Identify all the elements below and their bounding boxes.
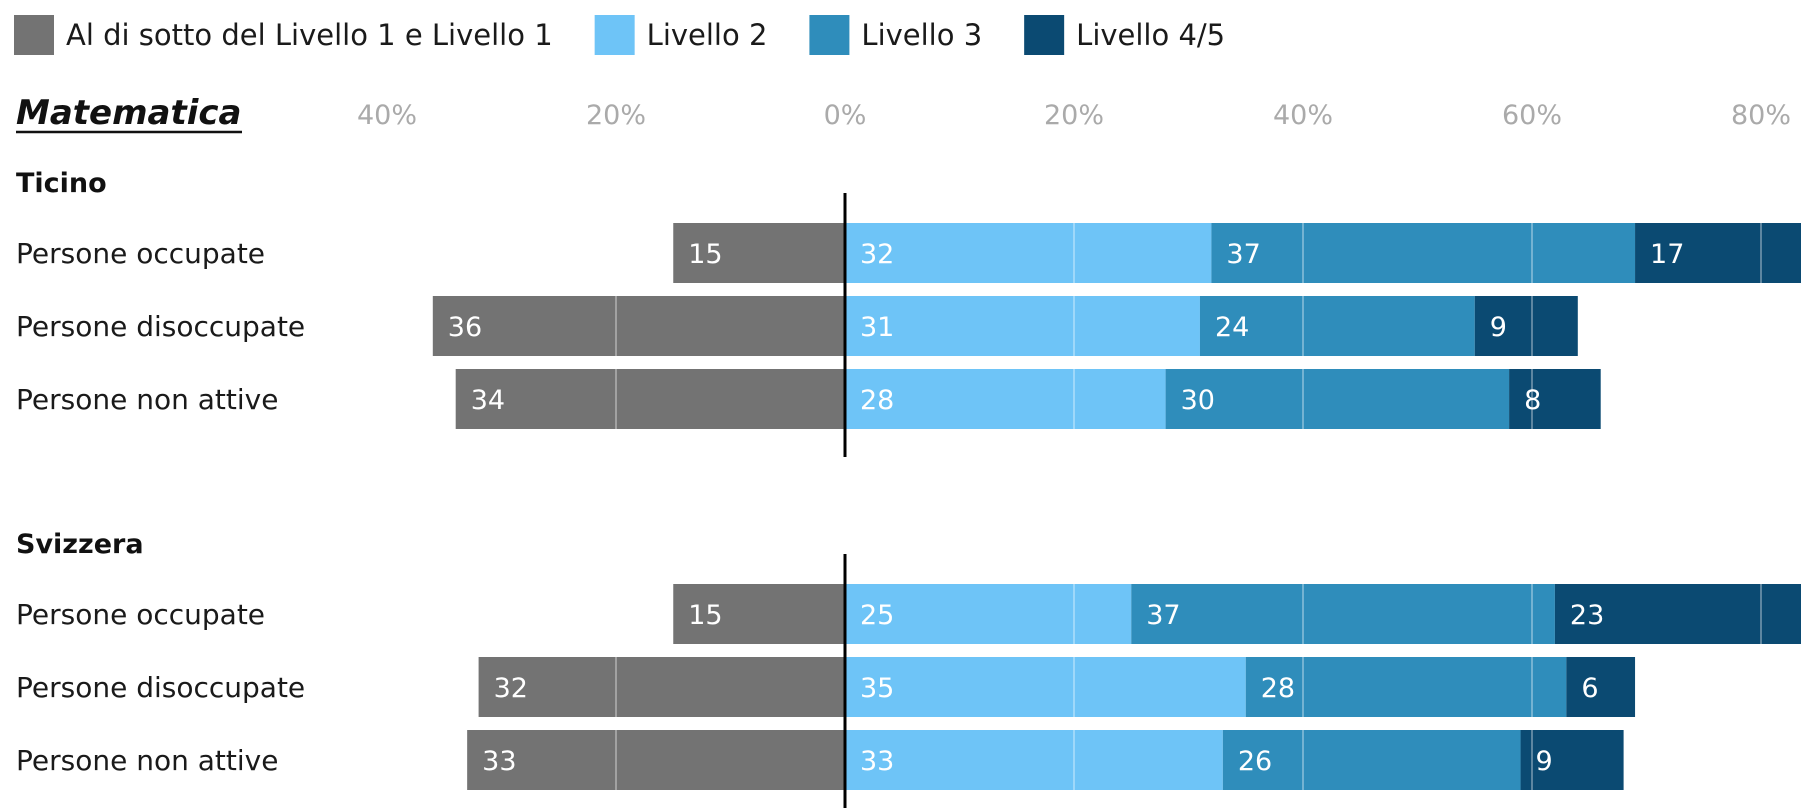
x-tick-label: 60%: [1502, 100, 1562, 131]
x-tick-label: 80%: [1731, 100, 1791, 131]
bar-value-label: 32: [860, 239, 894, 270]
bar-value-label: 8: [1524, 385, 1541, 416]
group-title: Svizzera: [16, 529, 144, 560]
bar-value-label: 9: [1536, 746, 1553, 777]
bar-value-label: 15: [688, 600, 722, 631]
bar-value-label: 36: [448, 312, 482, 343]
legend-swatch: [594, 15, 635, 55]
row-label: Persone occupate: [16, 237, 265, 270]
row-label: Persone disoccupate: [16, 671, 305, 704]
legend-label: Livello 4/5: [1076, 18, 1225, 52]
group-svizzera: Svizzera Persone occupate 15 25 37 23 Persone …: [16, 529, 1801, 808]
bar-value-label: 24: [1215, 312, 1249, 343]
bar-segment-livello-3: [1211, 223, 1636, 283]
bar-segment-livello1: [455, 369, 845, 429]
group-title: Ticino: [16, 168, 107, 199]
bar-value-label: 35: [860, 673, 894, 704]
bar-value-label: 25: [860, 600, 894, 631]
legend-swatch: [809, 15, 850, 55]
chart-groups: Ticino Persone occupate 15 32 37 17 Persone di…: [16, 168, 1801, 808]
row-label: Persone disoccupate: [16, 310, 305, 343]
bar-segment-livello1: [673, 584, 845, 644]
subject-title: Matematica: [16, 93, 241, 133]
bar-segment-livello1: [432, 296, 845, 356]
x-tick-label: 40%: [1273, 100, 1333, 131]
bar-value-label: 28: [1261, 673, 1295, 704]
bar-value-label: 30: [1181, 385, 1215, 416]
bar-segment-livello-4-5: [1474, 296, 1578, 356]
bar-segment-livello-2: [845, 584, 1132, 644]
x-tick-label: 20%: [586, 100, 646, 131]
bar-segment-livello-3: [1199, 296, 1475, 356]
bar-value-label: 6: [1581, 673, 1598, 704]
bar-segment-livello-3: [1165, 369, 1510, 429]
bar-segment-livello-2: [845, 296, 1200, 356]
bar-segment-livello-2: [845, 369, 1166, 429]
row-label: Persone non attive: [16, 744, 278, 777]
bar-value-label: 15: [688, 239, 722, 270]
legend-label: Al di sotto del Livello 1 e Livello 1: [66, 18, 553, 52]
bar-segment-livello1: [673, 223, 845, 283]
bar-value-label: 23: [1570, 600, 1604, 631]
bar-segment-livello1: [478, 657, 845, 717]
bar-value-label: 33: [482, 746, 516, 777]
legend-swatch: [1024, 15, 1065, 55]
bar-segment-livello-3: [1222, 730, 1521, 790]
legend: Al di sotto del Livello 1 e Livello 1 Liv…: [14, 15, 1225, 55]
legend-swatch: [14, 15, 54, 55]
bar-segment-livello-3: [1131, 584, 1555, 644]
bar-segment-livello-4-5: [1566, 657, 1636, 717]
bar-segment-livello-2: [845, 223, 1212, 283]
x-tick-label: 0%: [824, 100, 867, 131]
bar-value-label: 9: [1490, 312, 1507, 343]
bar-value-label: 32: [494, 673, 528, 704]
bar-value-label: 28: [860, 385, 894, 416]
bar-value-label: 17: [1650, 239, 1684, 270]
x-axis-ticks: 40% 20% 0% 20% 40% 60% 80%: [357, 100, 1791, 131]
bar-segment-livello-4-5: [1635, 223, 1801, 283]
bar-value-label: 34: [471, 385, 505, 416]
bar-value-label: 33: [860, 746, 894, 777]
bar-segment-livello-4-5: [1520, 730, 1624, 790]
x-tick-label: 40%: [357, 100, 417, 131]
bar-segment-livello-4-5: [1554, 584, 1801, 644]
legend-label: Livello 3: [861, 18, 982, 52]
bar-value-label: 37: [1146, 600, 1180, 631]
legend-label: Livello 2: [647, 18, 768, 52]
bar-segment-livello-3: [1245, 657, 1567, 717]
bar-segment-livello-2: [845, 730, 1223, 790]
bar-value-label: 26: [1238, 746, 1272, 777]
bar-value-label: 37: [1226, 239, 1260, 270]
bar-value-label: 31: [860, 312, 894, 343]
bar-segment-livello-2: [845, 657, 1246, 717]
row-label: Persone occupate: [16, 598, 265, 631]
group-ticino: Ticino Persone occupate 15 32 37 17 Persone di…: [16, 168, 1801, 457]
x-tick-label: 20%: [1044, 100, 1104, 131]
bar-segment-livello-4-5: [1509, 369, 1601, 429]
row-label: Persone non attive: [16, 383, 278, 416]
bar-segment-livello1: [467, 730, 845, 790]
